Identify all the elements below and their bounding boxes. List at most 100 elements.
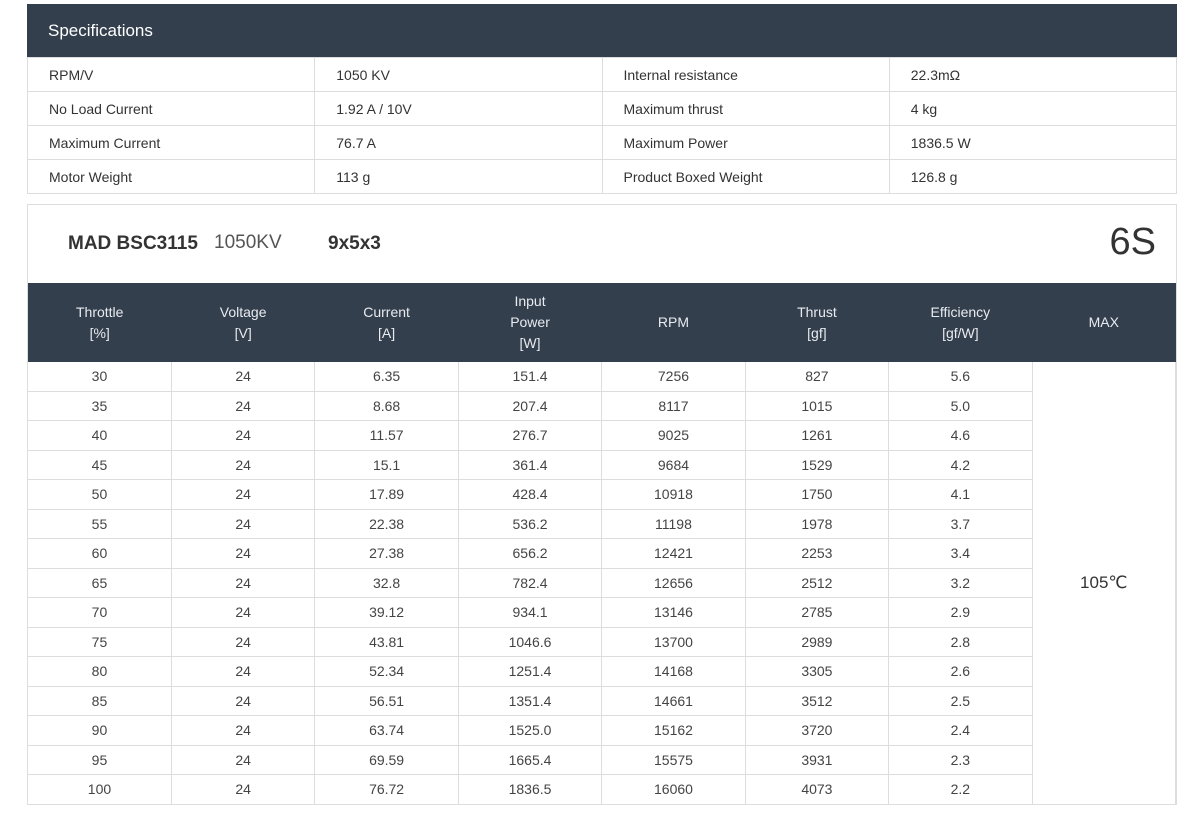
- table-cell: 2.8: [888, 627, 1033, 657]
- table-cell: 24: [171, 774, 316, 805]
- spec-row: No Load Current 1.92 A / 10V Maximum thrus…: [26, 91, 1178, 126]
- spec-value: 22.3mΩ: [888, 57, 1178, 92]
- table-cell: 13146: [601, 597, 746, 628]
- table-cell: 11198: [601, 509, 746, 539]
- table-cell: 69.59: [314, 745, 459, 775]
- page-content: Specifications RPM/V 1050 KV Internal resi…: [26, 4, 1178, 805]
- table-cell: 2785: [745, 597, 890, 628]
- table-cell: 80: [28, 656, 172, 687]
- spec-label: Product Boxed Weight: [601, 159, 890, 194]
- table-cell: 428.4: [458, 479, 603, 510]
- spec-label: Maximum Power: [601, 125, 890, 160]
- column-header-line: Current: [363, 303, 410, 320]
- table-cell: 827: [745, 362, 890, 392]
- table-cell: 3512: [745, 686, 890, 716]
- column-header: Thrust [gf]: [745, 283, 889, 362]
- table-cell: 1665.4: [458, 745, 603, 775]
- table-cell: 9684: [601, 450, 746, 480]
- spec-value: 76.7 A: [314, 125, 603, 160]
- table-cell: 24: [171, 656, 316, 687]
- table-cell: 3305: [745, 656, 890, 687]
- specifications-title: Specifications: [27, 4, 1177, 57]
- table-cell: 65: [28, 568, 172, 598]
- table-cell: 2.5: [888, 686, 1033, 716]
- table-cell: 90: [28, 715, 172, 746]
- table-cell: 5.0: [888, 391, 1033, 421]
- table-cell: 15162: [601, 715, 746, 746]
- column-header-line: Throttle: [75, 303, 124, 320]
- table-cell: 2.4: [888, 715, 1033, 746]
- table-cell: 5.6: [888, 362, 1033, 392]
- table-row: 30 24 6.35 151.4 7256 827 5.6 105℃: [28, 362, 1177, 805]
- table-cell: 3.2: [888, 568, 1033, 598]
- table-cell: 3.7: [888, 509, 1033, 539]
- spec-value: 126.8 g: [888, 159, 1178, 194]
- table-cell: 24: [171, 362, 316, 392]
- table-cell: 24: [171, 420, 316, 451]
- table-cell: 63.74: [314, 715, 459, 746]
- spec-row: RPM/V 1050 KV Internal resistance 22.3mΩ: [26, 57, 1178, 92]
- spec-label: RPM/V: [26, 57, 316, 92]
- table-cell: 4.1: [888, 479, 1033, 510]
- spec-row: Motor Weight 113 g Product Boxed Weight 126…: [26, 159, 1178, 194]
- table-cell: 43.81: [314, 627, 459, 657]
- table-cell: 60: [28, 538, 172, 569]
- table-cell: 4.6: [888, 420, 1033, 451]
- max-temperature: 105℃: [1032, 362, 1177, 805]
- table-cell: 207.4: [458, 391, 603, 421]
- table-cell: 30: [28, 362, 172, 392]
- spec-value: 4 kg: [888, 91, 1178, 126]
- spec-value: 1.92 A / 10V: [314, 91, 603, 126]
- spec-label: No Load Current: [26, 91, 316, 126]
- table-cell: 52.34: [314, 656, 459, 687]
- table-row: 35 24 8.68 207.4 8117 1015 5.0: [28, 391, 1176, 421]
- table-cell: 13700: [601, 627, 746, 657]
- table-cell: 55: [28, 509, 172, 539]
- table-cell: 276.7: [458, 420, 603, 451]
- table-cell: 24: [171, 538, 316, 569]
- performance-title-bar: MAD BSC3115 1050KV 9x5x3 6S: [28, 205, 1176, 283]
- table-cell: 1351.4: [458, 686, 603, 716]
- table-cell: 1046.6: [458, 627, 603, 657]
- table-cell: 16060: [601, 774, 746, 805]
- table-cell: 35: [28, 391, 172, 421]
- spec-value: 1836.5 W: [888, 125, 1178, 160]
- motor-model: MAD BSC3115: [68, 233, 198, 254]
- table-row: 40 24 11.57 276.7 9025 1261 4.6: [28, 420, 1176, 451]
- column-header-line: Thrust: [797, 303, 837, 320]
- motor-kv: 1050KV: [214, 232, 282, 253]
- spec-label: Maximum Current: [26, 125, 316, 160]
- spec-label: Motor Weight: [26, 159, 316, 194]
- table-cell: 361.4: [458, 450, 603, 480]
- spec-label: Internal resistance: [601, 57, 890, 92]
- table-cell: 1015: [745, 391, 890, 421]
- table-cell: 2.3: [888, 745, 1033, 775]
- table-cell: 100: [28, 774, 172, 805]
- table-cell: 536.2: [458, 509, 603, 539]
- spec-row: Maximum Current 76.7 A Maximum Power 1836.5…: [26, 125, 1178, 160]
- table-cell: 12656: [601, 568, 746, 598]
- table-row: 60 24 27.38 656.2 12421 2253 3.4: [28, 538, 1176, 569]
- column-header-line: [gf/W]: [942, 324, 979, 341]
- table-cell: 76.72: [314, 774, 459, 805]
- table-cell: 24: [171, 686, 316, 716]
- column-header: Efficiency [gf/W]: [888, 283, 1033, 362]
- column-header: Input Power [W]: [458, 283, 602, 362]
- table-cell: 4.2: [888, 450, 1033, 480]
- table-row: 95 24 69.59 1665.4 15575 3931 2.3: [28, 745, 1176, 775]
- table-cell: 656.2: [458, 538, 603, 569]
- table-cell: 15575: [601, 745, 746, 775]
- table-row: 45 24 15.1 361.4 9684 1529 4.2: [28, 450, 1176, 480]
- column-header-line: [V]: [234, 324, 252, 341]
- column-header-line: [gf]: [807, 324, 827, 341]
- table-row: 90 24 63.74 1525.0 15162 3720 2.4: [28, 715, 1176, 746]
- table-cell: 24: [171, 745, 316, 775]
- column-header-line: [A]: [378, 324, 396, 341]
- column-header-line: Power: [510, 314, 550, 330]
- table-cell: 3931: [745, 745, 890, 775]
- spec-value: 113 g: [314, 159, 603, 194]
- table-cell: 3.4: [888, 538, 1033, 569]
- table-cell: 11.57: [314, 420, 459, 451]
- battery-cells: 6S: [1109, 221, 1156, 263]
- column-header-line: Efficiency: [930, 303, 991, 320]
